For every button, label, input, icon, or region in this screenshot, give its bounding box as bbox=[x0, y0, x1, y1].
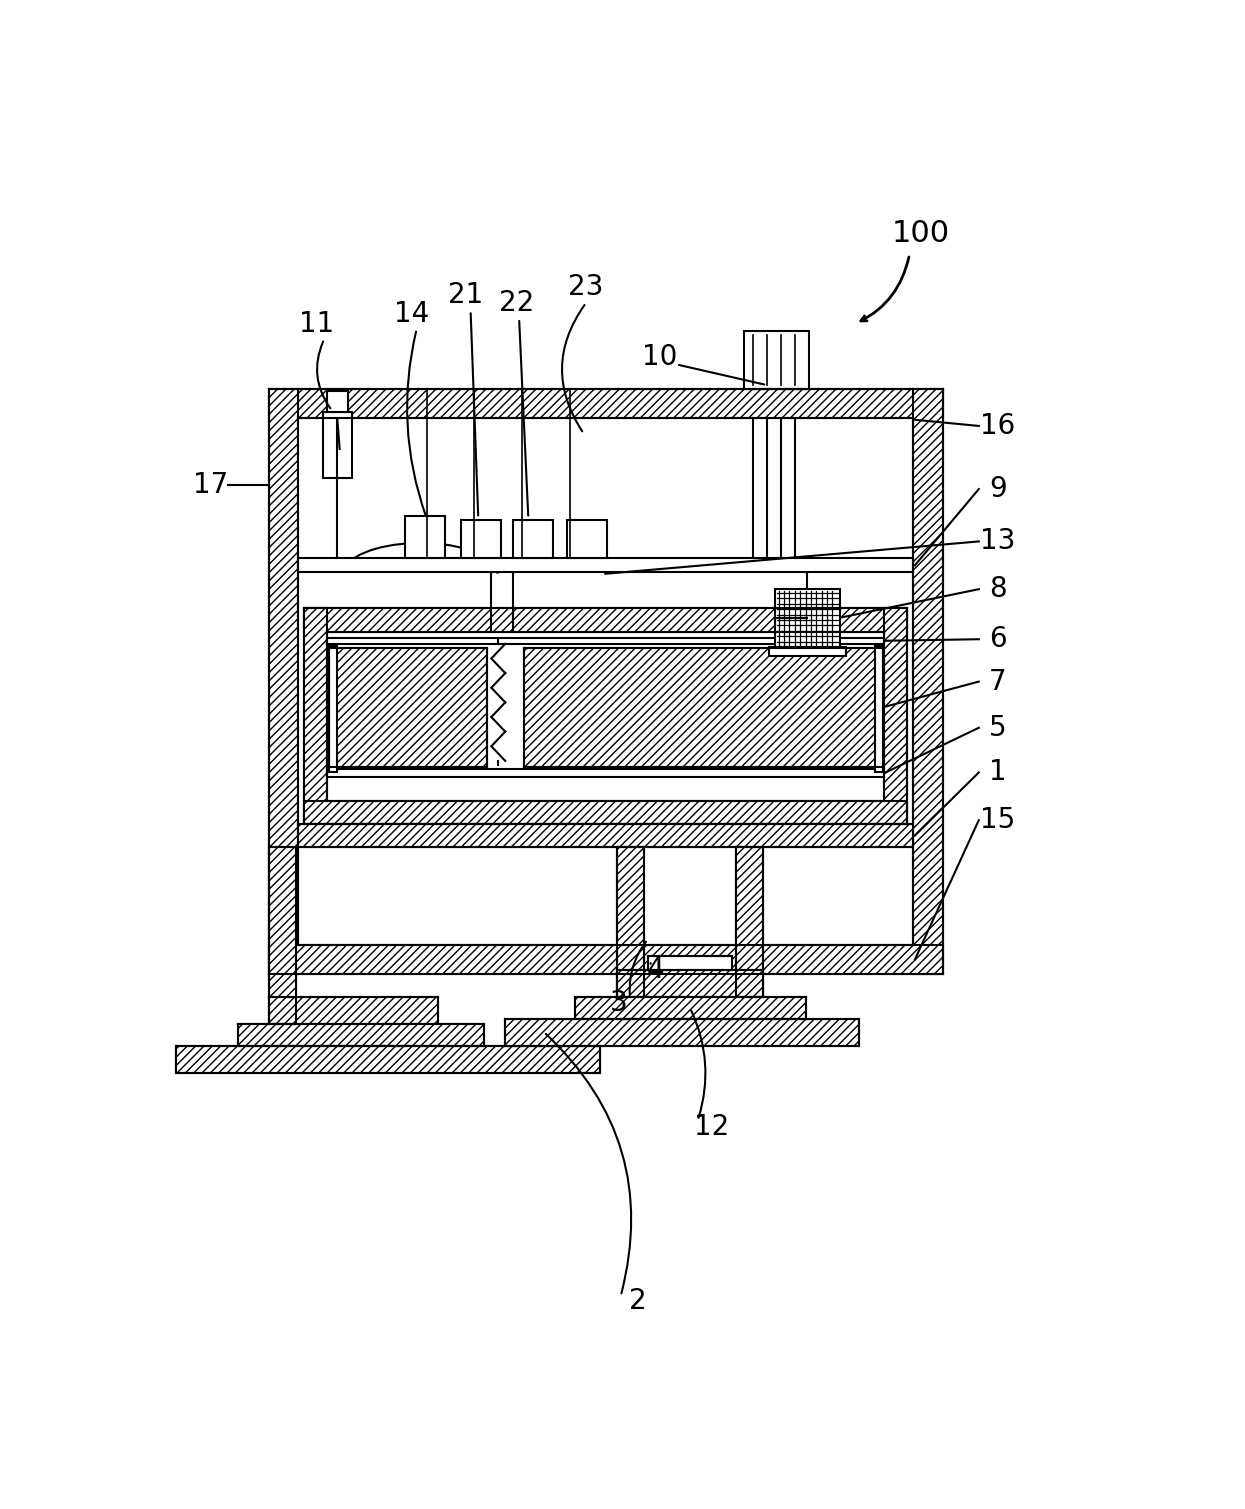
Polygon shape bbox=[329, 647, 487, 767]
Text: 3: 3 bbox=[610, 990, 627, 1017]
Text: 4: 4 bbox=[646, 957, 664, 984]
Polygon shape bbox=[304, 608, 908, 632]
Bar bbox=[327, 770, 884, 777]
Polygon shape bbox=[304, 608, 327, 824]
Text: 10: 10 bbox=[641, 343, 677, 371]
Bar bbox=[322, 412, 352, 477]
Polygon shape bbox=[524, 647, 883, 767]
Polygon shape bbox=[616, 970, 763, 997]
Bar bbox=[745, 332, 809, 389]
Polygon shape bbox=[269, 997, 438, 1025]
Polygon shape bbox=[269, 847, 296, 1025]
Bar bbox=[774, 589, 840, 647]
Bar bbox=[566, 521, 606, 558]
Text: 9: 9 bbox=[990, 475, 1007, 502]
Bar bbox=[329, 646, 336, 771]
Polygon shape bbox=[269, 945, 942, 975]
Text: 100: 100 bbox=[891, 219, 950, 247]
Text: 6: 6 bbox=[990, 625, 1007, 653]
Text: 12: 12 bbox=[693, 1112, 730, 1141]
Polygon shape bbox=[269, 389, 298, 975]
Bar bbox=[298, 558, 914, 572]
Bar bbox=[461, 521, 500, 558]
Polygon shape bbox=[884, 608, 908, 824]
Polygon shape bbox=[298, 824, 914, 847]
Text: 7: 7 bbox=[990, 667, 1007, 696]
Text: 21: 21 bbox=[447, 281, 483, 309]
Bar bbox=[326, 391, 349, 412]
Polygon shape bbox=[574, 997, 806, 1019]
Bar bbox=[875, 646, 883, 771]
Text: 8: 8 bbox=[990, 575, 1007, 604]
Text: 13: 13 bbox=[980, 528, 1016, 555]
Bar bbox=[327, 638, 884, 644]
Text: 22: 22 bbox=[499, 288, 534, 317]
Text: 14: 14 bbox=[393, 299, 430, 327]
Polygon shape bbox=[736, 847, 763, 997]
Text: 23: 23 bbox=[569, 273, 604, 302]
Polygon shape bbox=[304, 801, 908, 824]
Polygon shape bbox=[269, 389, 942, 418]
Text: 2: 2 bbox=[629, 1287, 646, 1316]
Polygon shape bbox=[914, 389, 942, 975]
Bar bbox=[768, 647, 847, 656]
Bar bbox=[647, 957, 732, 970]
Text: 11: 11 bbox=[299, 309, 334, 338]
Text: 16: 16 bbox=[980, 412, 1016, 441]
Text: 15: 15 bbox=[980, 806, 1016, 834]
Bar bbox=[177, 1046, 600, 1073]
Text: 17: 17 bbox=[193, 471, 229, 499]
Bar bbox=[505, 1019, 859, 1046]
Text: 5: 5 bbox=[990, 714, 1007, 742]
Bar bbox=[513, 521, 553, 558]
Polygon shape bbox=[616, 847, 644, 997]
Polygon shape bbox=[238, 1025, 484, 1046]
Bar bbox=[405, 516, 446, 558]
Text: 1: 1 bbox=[990, 759, 1007, 786]
